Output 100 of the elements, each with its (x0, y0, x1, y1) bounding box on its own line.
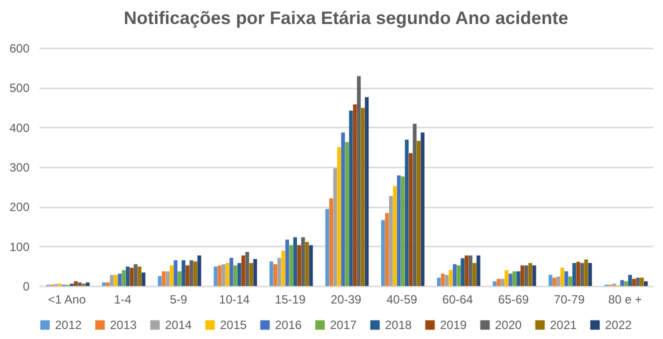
bar (353, 104, 357, 286)
bar (130, 268, 134, 286)
bar (460, 258, 464, 286)
bar (588, 262, 592, 286)
bar (193, 261, 198, 286)
legend-label: 2018 (385, 318, 412, 332)
bar (420, 132, 424, 286)
bar (408, 153, 413, 286)
bar (456, 265, 461, 286)
bar (110, 274, 114, 286)
bar (245, 252, 250, 286)
legend-label: 2015 (220, 318, 248, 332)
x-tick-label: 40-59 (386, 292, 418, 306)
bar (114, 274, 118, 286)
bar (576, 262, 580, 286)
bar (552, 278, 556, 286)
bar (516, 271, 520, 286)
bar (285, 240, 290, 286)
bar (452, 264, 457, 286)
bar (237, 262, 242, 286)
chart-title: Notificações por Faixa Etária segundo Ano acidente (124, 8, 568, 28)
bar (273, 264, 278, 286)
bar (170, 265, 174, 286)
bar (249, 262, 254, 286)
bar (412, 124, 417, 286)
bar (345, 142, 349, 286)
bar (385, 213, 389, 286)
bar (476, 255, 480, 286)
bar (158, 276, 162, 286)
y-tick-label: 600 (9, 42, 30, 56)
bar (572, 262, 576, 286)
bar (564, 271, 568, 286)
bar (644, 281, 648, 286)
bar (126, 266, 130, 286)
x-tick-label: 1-4 (114, 292, 132, 306)
bar (520, 265, 524, 286)
bar (508, 274, 512, 286)
legend-label: 2017 (330, 318, 358, 332)
bar (620, 280, 624, 286)
legend-label: 2016 (275, 318, 302, 332)
bar (584, 259, 588, 286)
bar (222, 264, 226, 286)
bar (356, 76, 361, 286)
bar (436, 278, 441, 286)
bar (492, 281, 497, 286)
x-tick-label: 70-79 (554, 292, 585, 306)
x-tick-label: <1 Ano (48, 292, 86, 306)
bar (281, 250, 286, 286)
bar (214, 266, 218, 286)
bar (106, 282, 110, 286)
bar (253, 259, 258, 286)
bar (468, 255, 472, 286)
bar (118, 274, 122, 286)
legend-label: 2020 (495, 318, 522, 332)
bar (197, 255, 202, 286)
y-tick-label: 300 (9, 160, 30, 174)
bar (178, 271, 182, 286)
x-tick-label: 20-39 (330, 292, 362, 306)
bar (305, 242, 309, 286)
bar (86, 282, 90, 286)
x-tick-label: 60-64 (442, 292, 474, 306)
bar (297, 245, 301, 286)
bar (329, 198, 334, 286)
bar (102, 282, 106, 286)
y-tick-label: 500 (9, 81, 30, 96)
y-tick-label: 100 (9, 240, 30, 254)
bar (309, 245, 313, 286)
bar (404, 140, 409, 286)
bar (472, 262, 476, 286)
bar (226, 262, 230, 286)
y-tick-label: 400 (9, 120, 30, 135)
bar (325, 209, 330, 286)
y-tick-label: 200 (9, 200, 30, 214)
bar (628, 274, 632, 286)
bar (122, 270, 126, 286)
bar (277, 258, 282, 286)
bar (301, 237, 305, 286)
bar (504, 270, 508, 286)
bar (496, 278, 500, 286)
bar (440, 274, 445, 286)
bar (337, 147, 341, 286)
bar (293, 237, 298, 286)
legend-label: 2013 (110, 318, 138, 332)
bar (636, 278, 640, 286)
bar (364, 97, 369, 286)
legend-label: 2021 (550, 318, 578, 332)
bar (400, 176, 405, 286)
bar (568, 276, 572, 286)
bar (580, 262, 584, 286)
x-tick-label: 80 e + (608, 292, 642, 306)
bar (556, 276, 560, 286)
bar (389, 196, 393, 286)
bar (381, 220, 385, 286)
bar (233, 265, 238, 286)
bar (512, 271, 516, 286)
bar (416, 140, 421, 286)
bar (360, 108, 365, 286)
bar (142, 272, 146, 286)
bar (174, 260, 178, 286)
bar (624, 281, 628, 286)
